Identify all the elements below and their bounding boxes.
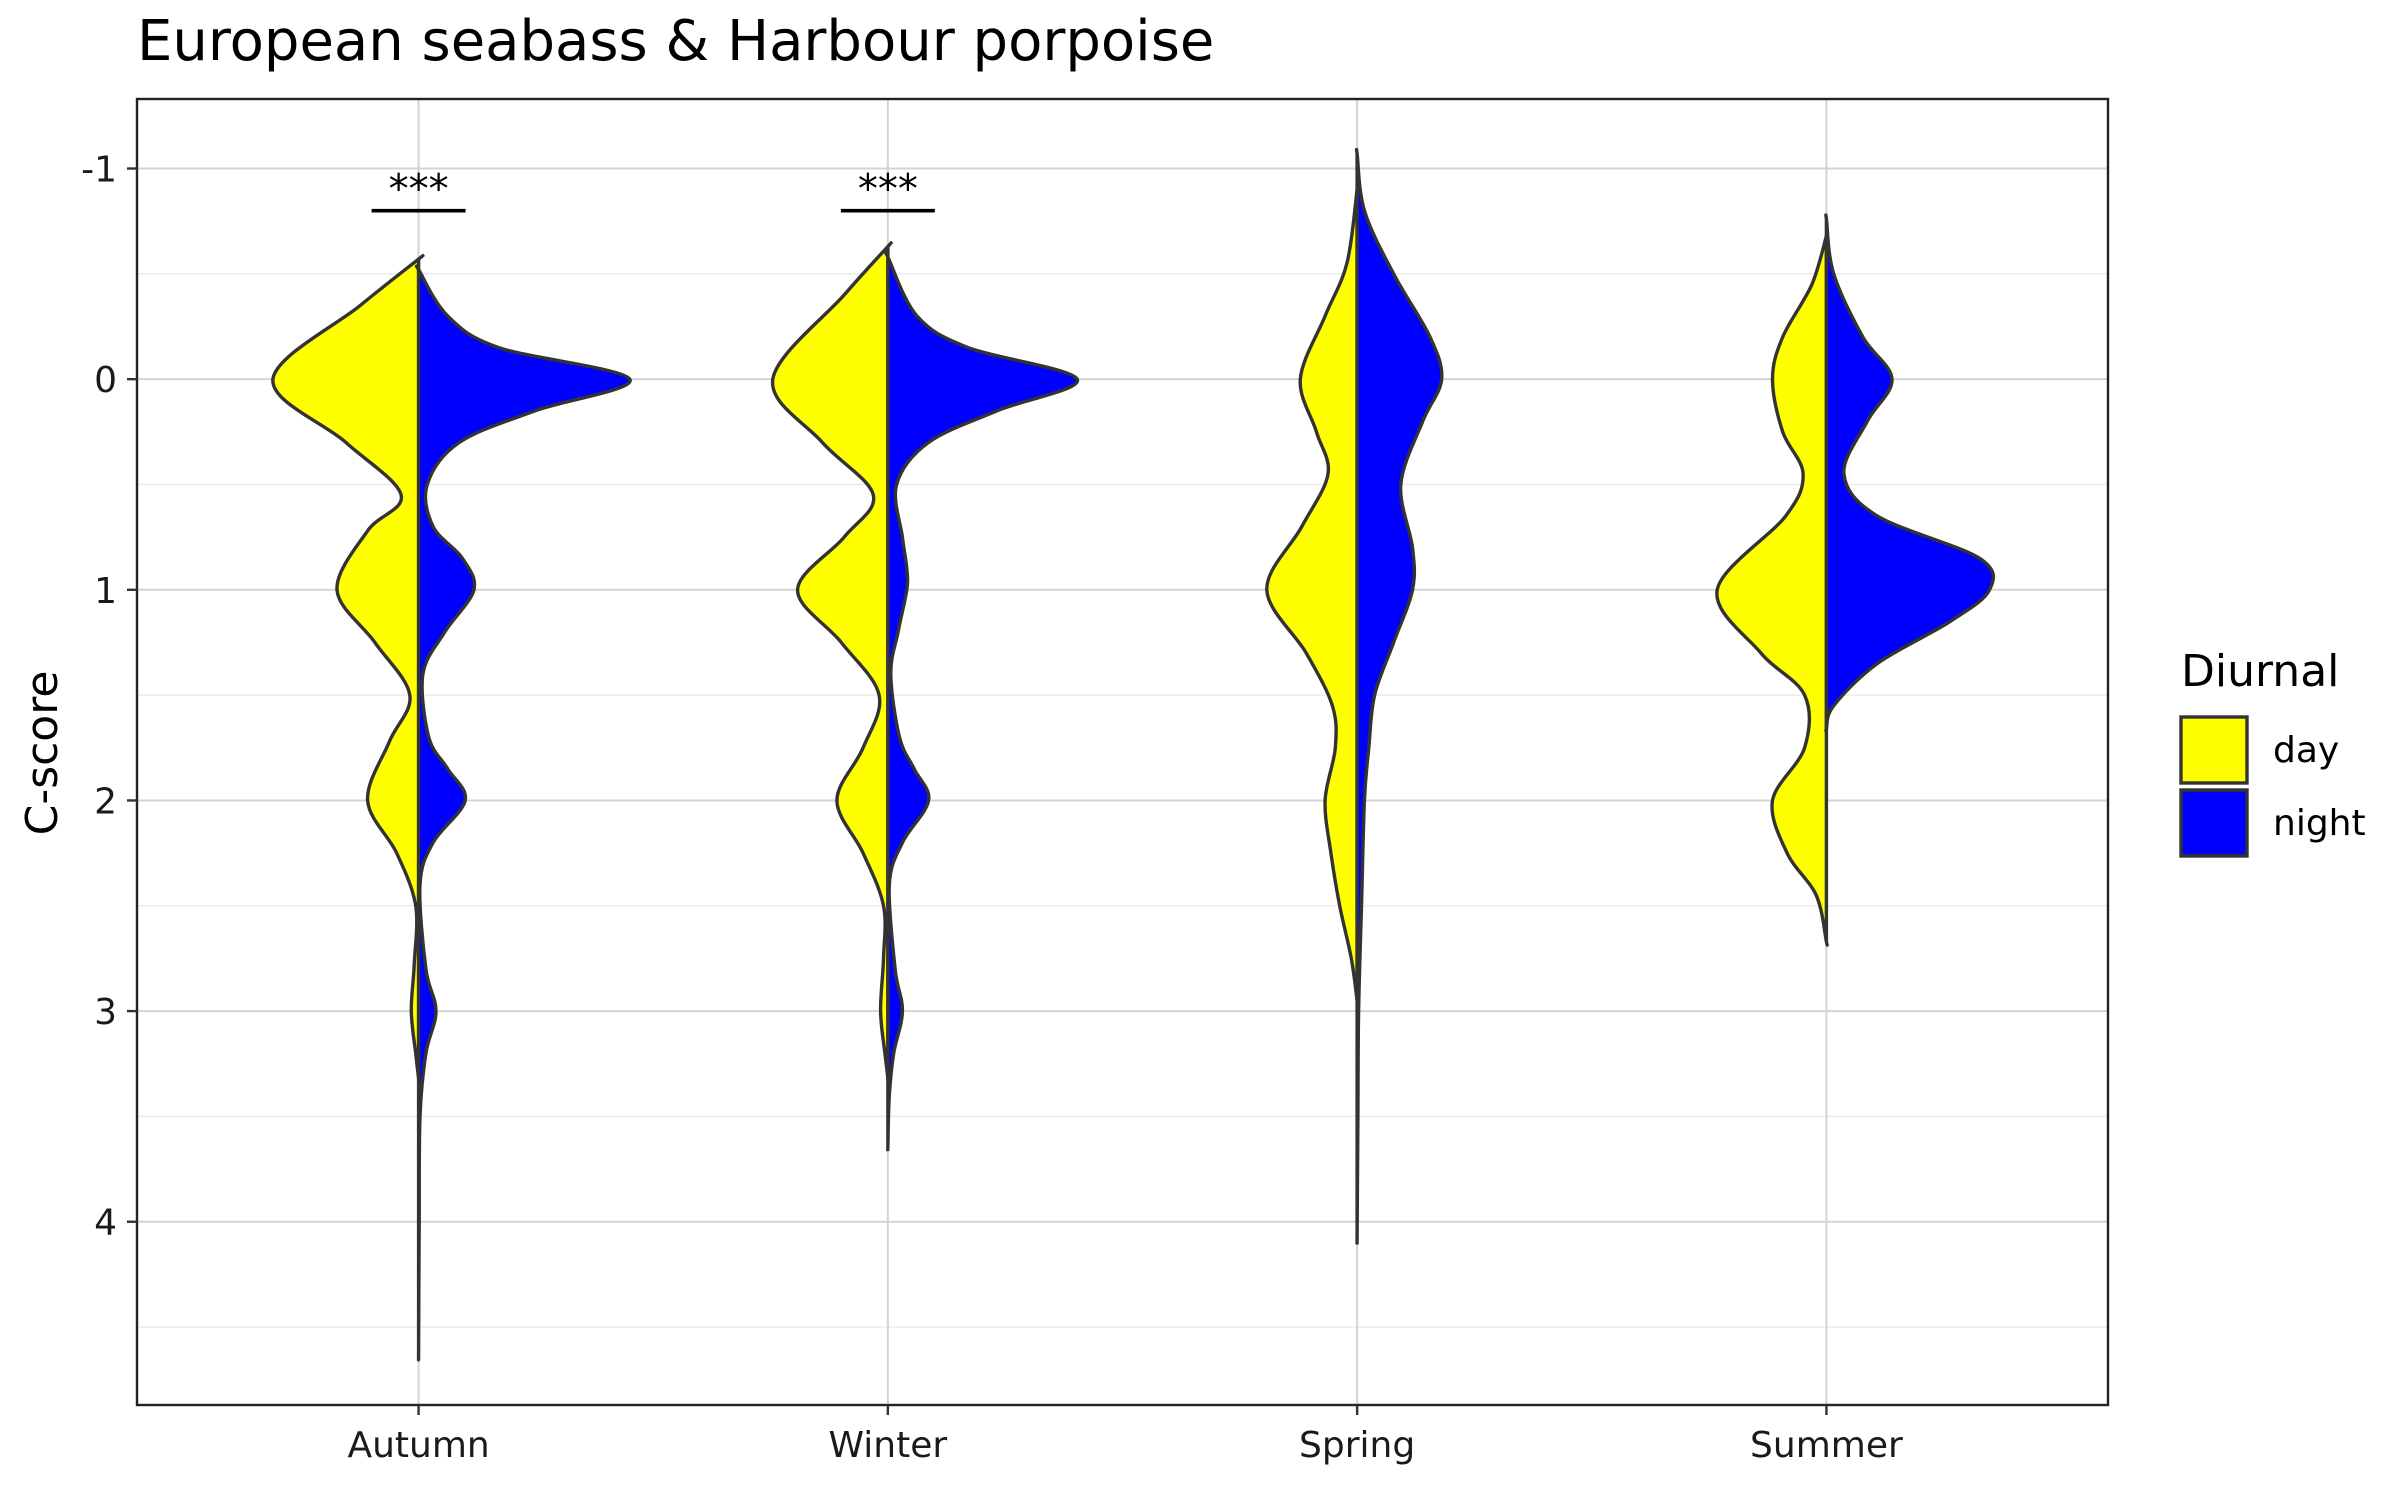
grid	[137, 99, 2108, 1405]
annotations: *** ***	[371, 167, 935, 213]
violins	[271, 147, 1996, 1362]
legend-title: Diurnal	[2181, 646, 2339, 697]
violin-day-spring	[1265, 182, 1360, 1006]
plot-panel-background	[137, 99, 2108, 1405]
significance-label: ***	[389, 167, 449, 213]
chart-title: European seabass & Harbour porpoise	[137, 9, 1214, 74]
x-tick-label: Autumn	[347, 1425, 489, 1466]
violin-night-summer	[1824, 213, 1996, 733]
legend-key-day	[2179, 715, 2249, 785]
y-tick-label: 4	[94, 1203, 117, 1244]
y-tick-label: 3	[94, 992, 117, 1033]
legend-label-night: night	[2273, 803, 2366, 844]
y-tick-label: 1	[94, 571, 117, 612]
violin-night-spring	[1354, 147, 1444, 1245]
violin-day-autumn	[271, 254, 425, 1083]
x-tick-label: Spring	[1299, 1425, 1415, 1466]
violin-day-winter	[771, 241, 893, 1083]
legend-key-night	[2179, 788, 2249, 858]
x-tick-label: Summer	[1750, 1425, 1903, 1466]
axes: -1 0 1 2 3 4 Autumn Winter Spring Summer	[81, 150, 1903, 1466]
y-tick-label: 0	[94, 360, 117, 401]
legend: Diurnal day night	[2179, 646, 2366, 858]
y-tick-label: 2	[94, 781, 117, 822]
plot-panel-border	[135, 97, 2110, 1407]
y-axis-label: C-score	[17, 671, 68, 836]
violin-day-summer	[1715, 230, 1830, 947]
legend-label-day: day	[2273, 730, 2339, 771]
significance-label: ***	[858, 167, 918, 213]
y-tick-label: -1	[81, 150, 117, 191]
violin-night-autumn	[414, 264, 632, 1362]
x-tick-label: Winter	[829, 1425, 948, 1466]
violin-night-winter	[884, 250, 1079, 1152]
